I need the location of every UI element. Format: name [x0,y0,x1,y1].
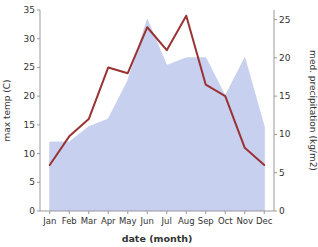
y-tick [37,182,40,183]
x-tick-label: Aug [178,216,195,226]
y2-tick-label: 0 [279,206,285,216]
x-tick-label: Mar [81,216,98,226]
chart-container: 051015202530350510152025JanFebMarAprMayJ… [0,0,318,247]
x-tick-label: Dec [256,216,273,226]
y-tick-label: 20 [24,91,36,101]
x-tick-label: Feb [62,216,77,226]
y-tick [37,38,40,39]
x-tick-label: May [119,216,137,226]
x-axis-label: date (month) [122,233,193,244]
x-tick-label: Apr [101,216,116,226]
y-tick [37,211,40,212]
y2-tick [274,19,277,20]
y2-tick [274,57,277,58]
y2-tick [274,172,277,173]
x-tick [88,211,89,214]
x-tick [108,211,109,214]
y-tick [37,153,40,154]
y-tick [37,10,40,11]
x-tick [186,211,187,214]
chart-svg: 051015202530350510152025JanFebMarAprMayJ… [0,0,318,247]
y-tick-label: 30 [24,34,36,44]
x-axis-line [40,211,274,212]
x-tick [49,211,50,214]
x-tick [127,211,128,214]
y-tick [37,124,40,125]
y-tick [37,96,40,97]
y2-tick-label: 25 [279,15,290,25]
y-tick-label: 5 [29,177,35,187]
y-tick-label: 0 [29,206,35,216]
x-tick [147,211,148,214]
x-tick [225,211,226,214]
y-axis-label: max temp (C) [2,79,12,141]
x-tick [69,211,70,214]
y2-tick [274,211,277,212]
y-axis-line [40,10,41,211]
y2-axis-line [274,10,275,211]
temperature-line [50,16,265,165]
x-tick [244,211,245,214]
y2-tick [274,134,277,135]
y2-tick-label: 10 [279,129,291,139]
y-tick-label: 15 [24,120,35,130]
y2-axis-label: med. precipitation (kg/m2) [308,50,318,171]
y-tick-label: 25 [24,62,35,72]
y2-tick [274,96,277,97]
x-tick [166,211,167,214]
y-tick [37,67,40,68]
x-tick [264,211,265,214]
plot-area [50,16,265,211]
y-tick-label: 10 [24,149,36,159]
y2-tick-label: 20 [279,53,291,63]
y-tick-label: 35 [24,5,35,15]
y2-tick-label: 5 [279,168,285,178]
x-tick-label: Jan [42,216,56,226]
x-tick-label: Sep [198,216,214,226]
x-tick-label: Nov [236,216,253,226]
x-tick [205,211,206,214]
x-tick-label: Oct [218,216,233,226]
x-tick-label: Jun [140,216,154,226]
y2-tick-label: 15 [279,91,290,101]
x-tick-label: Jul [161,216,172,226]
